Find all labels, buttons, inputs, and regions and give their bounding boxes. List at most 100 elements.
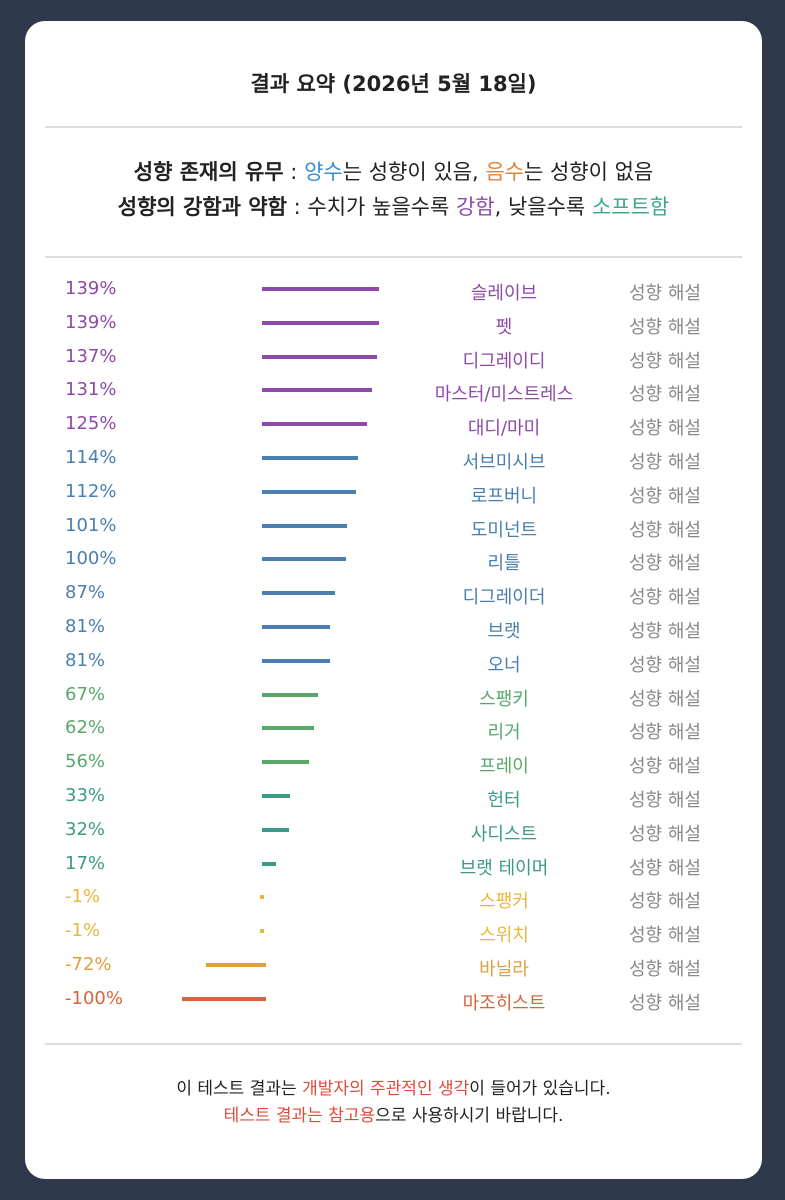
footer-line1-segment: 이 테스트 결과는 [176,1079,303,1099]
bar-value-label: 139% [65,278,117,299]
bar-value-label: 101% [65,514,117,536]
bar [262,625,331,629]
bar-category-label: 바닐라 [479,959,529,980]
bar-row: 125% 대디/마미 성향 해설 [25,409,762,439]
bar [262,388,373,393]
legend-line-presence: 성향 존재의 유무 : 양수는 성향이 있음, 음수는 성향이 없음 [25,156,762,186]
bar-category-label: 브랫 테이머 [459,857,549,879]
legend-presence-segment: 음수 [485,160,524,184]
page-title: 결과 요약 (2026년 5월 18일) [250,72,537,96]
description-link[interactable]: 성향 해설 [629,688,701,710]
description-link[interactable]: 성향 해설 [629,959,701,980]
divider-bottom [45,1043,742,1045]
bar-category-label: 브랫 [487,621,521,642]
footer-line1-segment: 개발자의 주관적인 생각 [302,1079,470,1099]
footer-line1-segment: 이 들어가 있습니다. [469,1079,611,1099]
legend-presence-segment: 양수 [304,160,343,184]
bar-row: 17% 브랫 테이머 성향 해설 [25,849,762,879]
description-link[interactable]: 성향 해설 [629,823,701,845]
bar-category-label: 로프버니 [470,485,538,507]
description-link[interactable]: 성향 해설 [629,350,701,372]
bar-category-label: 마스터/미스트레스 [434,384,574,406]
bar-row: -100% 마조히스트 성향 해설 [25,984,762,1014]
bar-category-label: 리틀 [487,553,521,575]
bar-value-label: 87% [65,582,106,604]
bar-row: 139% 슬레이브 성향 해설 [25,274,762,304]
bar-value-label: 17% [65,852,106,874]
bar-row: 139% 펫 성향 해설 [25,308,762,338]
description-link[interactable]: 성향 해설 [629,418,701,440]
legend-line-strength: 성향의 강함과 약함 : 수치가 높을수록 강함, 낮을수록 소프트함 [25,191,762,221]
bar-category-label: 프레이 [479,756,529,778]
description-link[interactable]: 성향 해설 [629,553,701,575]
bar [262,658,331,663]
result-card: 결과 요약 (2026년 5월 18일) 성향 존재의 유무 : 양수는 성향이… [25,21,762,1179]
legend-strength-segment: , 낮을수록 [494,195,592,219]
bar-value-label: -100% [65,987,123,1009]
legend-strength-segment: 성향의 강함과 약함 [117,195,287,219]
description-link[interactable]: 성향 해설 [629,316,701,338]
bar-value-label: 56% [65,751,106,773]
description-link[interactable]: 성향 해설 [629,925,701,947]
legend-presence-segment: : [283,160,305,184]
bar-row: 131% 마스터/미스트레스 성향 해설 [25,375,762,405]
description-link[interactable]: 성향 해설 [629,621,701,642]
bar-category-label: 스위치 [479,925,529,947]
legend-presence-segment: 성향 존재의 유무 [133,160,284,184]
description-link[interactable]: 성향 해설 [629,519,701,541]
bar [260,895,264,900]
bar-category-label: 디그레이더 [462,587,546,609]
bar-row: 32% 사디스트 성향 해설 [25,815,762,845]
divider-top [45,126,742,128]
bar-value-label: 81% [65,616,106,637]
description-link[interactable]: 성향 해설 [629,283,701,304]
description-link[interactable]: 성향 해설 [629,756,701,778]
bar-value-label: 114% [65,447,117,468]
legend-strength-segment: : 수치가 높을수록 [286,195,456,219]
bar-category-label: 도미넌트 [470,519,538,541]
bar-row: 112% 로프버니 성향 해설 [25,477,762,507]
description-link[interactable]: 성향 해설 [629,587,701,609]
bar-value-label: 33% [65,785,106,806]
bar-category-label: 디그레이디 [462,350,546,372]
bar-row: -1% 스팽커 성향 해설 [25,882,762,912]
bar-category-label: 스팽키 [479,688,529,710]
bar-row: 67% 스팽키 성향 해설 [25,680,762,710]
bar-value-label: -1% [65,886,101,908]
description-link[interactable]: 성향 해설 [629,485,701,507]
bar-row: 101% 도미넌트 성향 해설 [25,511,762,541]
bar [262,861,277,866]
description-link[interactable]: 성향 해설 [629,384,701,406]
legend-strength-segment: 강함 [455,195,495,219]
bar [262,591,336,596]
bar [262,760,310,765]
bar-value-label: 112% [65,480,117,502]
bar-value-label: 32% [65,818,106,840]
bar-row: 33% 헌터 성향 해설 [25,781,762,811]
bar-value-label: -72% [65,954,112,975]
bar-row: -1% 스위치 성향 해설 [25,916,762,946]
description-link[interactable]: 성향 해설 [629,857,701,879]
divider-mid [45,256,742,258]
description-link[interactable]: 성향 해설 [629,992,701,1014]
bar-row: 114% 서브미시브 성향 해설 [25,443,762,473]
description-link[interactable]: 성향 해설 [629,722,701,744]
bar [205,963,266,967]
bar-row: 87% 디그레이더 성향 해설 [25,578,762,608]
legend-presence-segment: 는 성향이 있음, [342,160,486,184]
description-link[interactable]: 성향 해설 [629,790,701,811]
description-link[interactable]: 성향 해설 [629,654,701,676]
bar [260,929,264,934]
bar [262,827,289,832]
bar-category-label: 마조히스트 [462,992,546,1014]
description-link[interactable]: 성향 해설 [629,891,701,913]
bar [262,557,346,562]
bar-value-label: 62% [65,717,106,739]
bar-value-label: 139% [65,311,117,333]
bar-row: 100% 리틀 성향 해설 [25,544,762,574]
footer-disclaimer-line2: 테스트 결과는 참고용으로 사용하시기 바랍니다. [25,1101,762,1126]
bar-value-label: 67% [65,683,106,705]
bar-value-label: 125% [65,413,117,435]
bar-category-label: 대디/마미 [467,418,541,440]
description-link[interactable]: 성향 해설 [629,452,701,473]
